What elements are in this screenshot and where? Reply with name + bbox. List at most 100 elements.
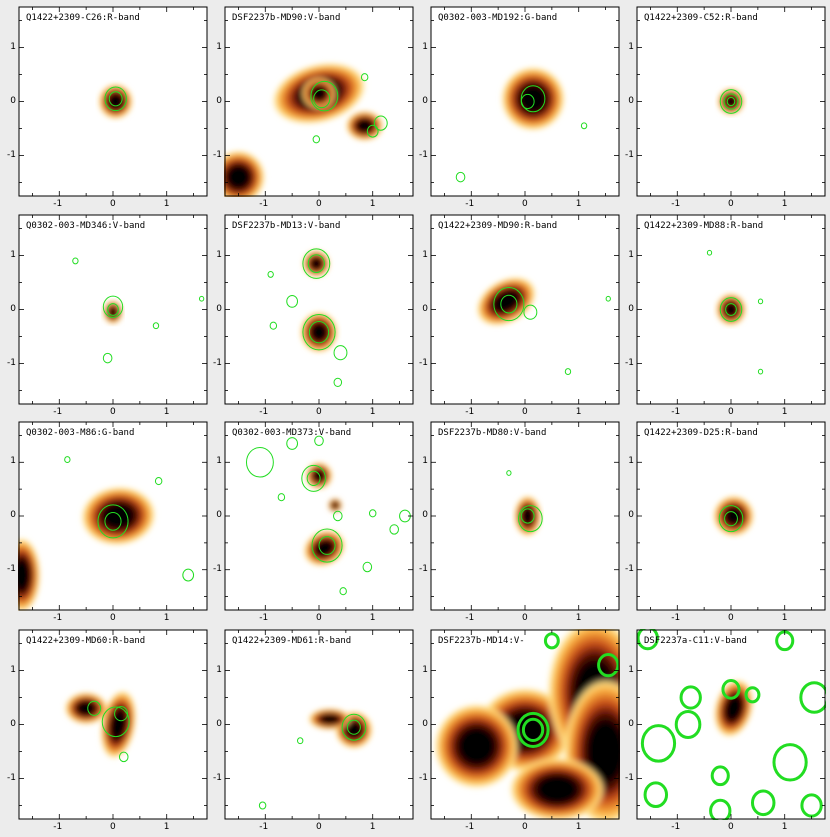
panel-8: Q1422+2309-MD88:R-band bbox=[636, 214, 826, 405]
y-tick-label: -1 bbox=[419, 149, 428, 160]
contour-line bbox=[302, 248, 331, 279]
panel-image: DSF2237b-MD90:V-band bbox=[224, 6, 414, 197]
contour-line bbox=[108, 91, 123, 107]
y-tick-label: 1 bbox=[216, 249, 222, 260]
contour-line bbox=[97, 504, 129, 539]
y-tick-label: -1 bbox=[213, 772, 222, 783]
y-tick-label: 1 bbox=[628, 456, 634, 467]
panel-image: DSF2237b-MD14:V- bbox=[430, 629, 620, 820]
panel-11: DSF2237b-MD80:V-band bbox=[430, 421, 620, 611]
x-tick-label: -1 bbox=[259, 613, 269, 623]
x-tick-label: 0 bbox=[728, 407, 734, 417]
emission-blob bbox=[713, 495, 755, 537]
contour-line bbox=[521, 717, 545, 743]
x-tick-label: -1 bbox=[53, 407, 63, 417]
y-tick-label: 1 bbox=[422, 249, 428, 260]
contour-line bbox=[333, 510, 343, 522]
emission-blob bbox=[18, 537, 41, 611]
contour-line bbox=[455, 171, 466, 183]
emission-blob bbox=[100, 689, 137, 760]
contour-line bbox=[726, 96, 736, 107]
x-tick-label: 1 bbox=[369, 407, 376, 417]
y-tick-label: -1 bbox=[7, 563, 16, 574]
contour-line bbox=[64, 456, 71, 464]
y-tick-label: -1 bbox=[419, 357, 428, 368]
emission-blob bbox=[303, 530, 346, 567]
y-tick-label: -1 bbox=[213, 563, 222, 574]
y-tick-label: 0 bbox=[216, 510, 222, 520]
contour-line bbox=[520, 508, 535, 524]
panel-7: Q1422+2309-MD90:R-band bbox=[430, 214, 620, 405]
panel-title: Q0302-003-MD346:V-band bbox=[26, 221, 145, 231]
contour-line bbox=[362, 561, 373, 573]
y-tick-label: -1 bbox=[7, 149, 16, 160]
contour-line bbox=[341, 713, 367, 741]
contour-line bbox=[723, 93, 739, 110]
panel-title: Q1422+2309-MD60:R-band bbox=[26, 636, 145, 646]
y-tick-label: 1 bbox=[628, 664, 634, 675]
contour-line bbox=[725, 303, 737, 316]
x-tick-label: -1 bbox=[259, 199, 269, 209]
panel-1: Q1422+2309-C26:R-band bbox=[18, 6, 208, 197]
y-tick-label: -1 bbox=[419, 563, 428, 574]
contour-line bbox=[182, 568, 195, 582]
contour-line bbox=[118, 751, 129, 763]
emission-blob bbox=[345, 110, 384, 141]
x-tick-label: -1 bbox=[671, 407, 681, 417]
panel-title: DSF2237b-MD13:V-band bbox=[232, 221, 340, 231]
contour-line bbox=[267, 270, 274, 278]
x-tick-label: -1 bbox=[259, 407, 269, 417]
contour-line bbox=[301, 464, 326, 492]
panel-image: Q1422+2309-C52:R-band bbox=[636, 6, 826, 197]
emission-blob bbox=[80, 486, 156, 546]
contour-line bbox=[101, 706, 130, 738]
x-tick-label: 1 bbox=[163, 199, 170, 209]
panel-image: Q1422+2309-MD90:R-band bbox=[430, 214, 620, 405]
y-tick-label: -1 bbox=[7, 772, 16, 783]
emission-blob bbox=[433, 703, 520, 790]
contour-line bbox=[709, 798, 732, 820]
y-tick-label: 1 bbox=[422, 664, 428, 675]
emission-blob bbox=[98, 83, 133, 120]
x-tick-label: 0 bbox=[316, 407, 322, 417]
panel-title: Q1422+2309-MD90:R-band bbox=[438, 221, 557, 231]
x-tick-label: 0 bbox=[522, 613, 528, 623]
emission-blob bbox=[508, 757, 606, 820]
y-tick-label: 0 bbox=[422, 510, 428, 520]
y-tick-label: 0 bbox=[422, 718, 428, 729]
panel-10: Q0302-003-MD373:V-band bbox=[224, 421, 414, 611]
x-tick-label: 0 bbox=[522, 822, 528, 832]
x-tick-label: -1 bbox=[465, 407, 475, 417]
x-tick-label: -1 bbox=[465, 199, 475, 209]
y-tick-label: 0 bbox=[10, 718, 16, 729]
emission-blob bbox=[300, 311, 338, 353]
x-tick-label: -1 bbox=[671, 199, 681, 209]
panel-title: Q1422+2309-MD61:R-band bbox=[232, 636, 351, 646]
contour-line bbox=[313, 89, 331, 109]
x-tick-label: 1 bbox=[575, 407, 582, 417]
emission-blob bbox=[308, 708, 352, 730]
y-tick-label: -1 bbox=[625, 357, 634, 368]
x-tick-label: 0 bbox=[728, 613, 734, 623]
panel-13: Q1422+2309-MD60:R-band bbox=[18, 629, 208, 820]
contour-line bbox=[500, 294, 518, 314]
contour-line bbox=[710, 765, 730, 787]
panel-image: Q1422+2309-MD60:R-band bbox=[18, 629, 208, 820]
x-tick-label: 0 bbox=[316, 199, 322, 209]
contour-line bbox=[107, 303, 119, 316]
contour-line bbox=[245, 447, 274, 478]
x-tick-label: -1 bbox=[53, 822, 63, 832]
contour-line bbox=[580, 122, 588, 130]
contour-line bbox=[360, 73, 369, 82]
contour-line bbox=[368, 509, 377, 518]
contour-line bbox=[518, 505, 543, 533]
contour-line bbox=[564, 368, 572, 376]
y-tick-label: -1 bbox=[625, 772, 634, 783]
x-tick-label: 1 bbox=[781, 407, 788, 417]
panel-9: Q0302-003-M86:G-band bbox=[18, 421, 208, 611]
y-tick-label: 1 bbox=[10, 664, 16, 675]
panel-image: Q1422+2309-D25:R-band bbox=[636, 421, 826, 611]
panel-2: DSF2237b-MD90:V-band bbox=[224, 6, 414, 197]
contour-line bbox=[308, 321, 330, 344]
contour-line bbox=[516, 711, 550, 748]
